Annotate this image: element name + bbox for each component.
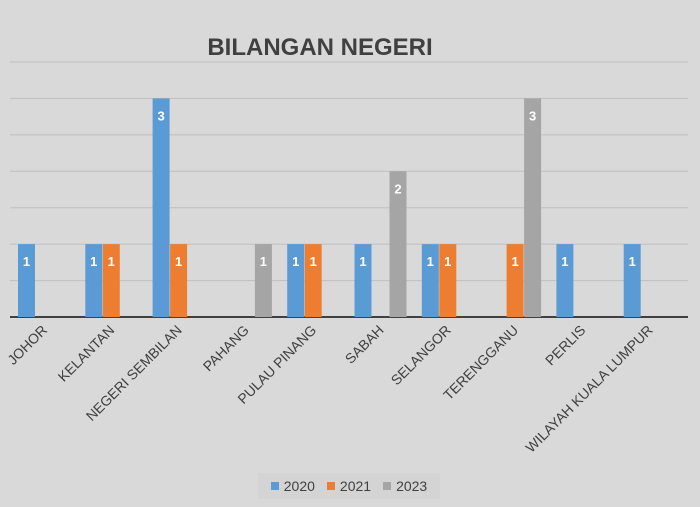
- legend-label: 2020: [283, 478, 315, 494]
- bar-2020-johor: [18, 244, 35, 317]
- data-label: 1: [310, 254, 317, 269]
- x-tick-label: JOHOR: [4, 322, 50, 368]
- x-tick-label: SELANGOR: [388, 322, 454, 388]
- chart-title: BILANGAN NEGERI: [207, 34, 432, 61]
- x-tick-label: WILAYAH KUALA LUMPUR: [522, 322, 656, 456]
- bar-2020-perlis: [556, 244, 574, 317]
- data-label: 1: [23, 254, 30, 269]
- x-tick-label: PAHANG: [200, 322, 252, 374]
- bar-2020-selangor: [421, 244, 439, 317]
- bar-2021-kelantan: [102, 244, 120, 317]
- bar-2023-sabah: [389, 171, 407, 317]
- legend-label: 2023: [396, 478, 428, 494]
- bar-2021-pulau-pinang: [304, 244, 322, 317]
- data-label: 1: [629, 254, 636, 269]
- data-label: 1: [561, 254, 568, 269]
- data-label: 3: [157, 108, 164, 123]
- legend-item-2023: 2023: [383, 478, 427, 494]
- legend-swatch: [270, 482, 279, 490]
- x-tick-label: SABAH: [342, 322, 387, 367]
- data-label: 2: [394, 181, 401, 196]
- legend-swatch: [383, 482, 392, 490]
- bar-2021-negeri-sembilan: [170, 244, 188, 317]
- legend-swatch: [326, 482, 335, 490]
- bar-2021-terengganu: [506, 244, 524, 317]
- bar-2023-pahang: [254, 244, 272, 317]
- data-label: 3: [529, 108, 536, 123]
- data-label: 1: [511, 254, 518, 269]
- data-label: 1: [90, 254, 97, 269]
- bar-2023-terengganu: [524, 98, 542, 317]
- legend-item-2021: 2021: [326, 478, 372, 494]
- data-label: 1: [175, 254, 182, 269]
- legend: 2020 2021 2023: [258, 473, 440, 499]
- data-label: 1: [108, 254, 115, 269]
- legend-label: 2021: [339, 478, 372, 494]
- bar-2020-kelantan: [85, 244, 103, 317]
- data-label: 1: [292, 254, 299, 269]
- data-label: 1: [359, 254, 366, 269]
- bar-2020-pulau-pinang: [287, 244, 305, 317]
- bar-2020-sabah: [354, 244, 372, 317]
- data-label: 1: [444, 254, 451, 269]
- x-tick-label: KELANTAN: [55, 322, 118, 385]
- legend-item-2020: 2020: [270, 478, 315, 494]
- bar-2021-selangor: [439, 244, 457, 317]
- data-label: 1: [427, 254, 434, 269]
- bar-2020-wilayah-kuala-lumpur: [623, 244, 641, 317]
- data-label: 1: [260, 254, 267, 269]
- bar-2020-negeri-sembilan: [152, 98, 170, 317]
- x-tick-label: PERLIS: [542, 322, 589, 369]
